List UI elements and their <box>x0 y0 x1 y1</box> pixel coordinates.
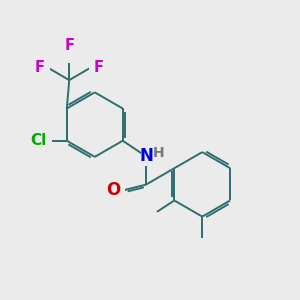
Text: F: F <box>64 38 74 53</box>
Text: Cl: Cl <box>31 133 47 148</box>
Text: O: O <box>106 181 120 199</box>
Text: H: H <box>153 146 164 160</box>
Text: F: F <box>94 60 104 75</box>
Text: F: F <box>35 60 45 75</box>
Text: N: N <box>139 147 153 165</box>
